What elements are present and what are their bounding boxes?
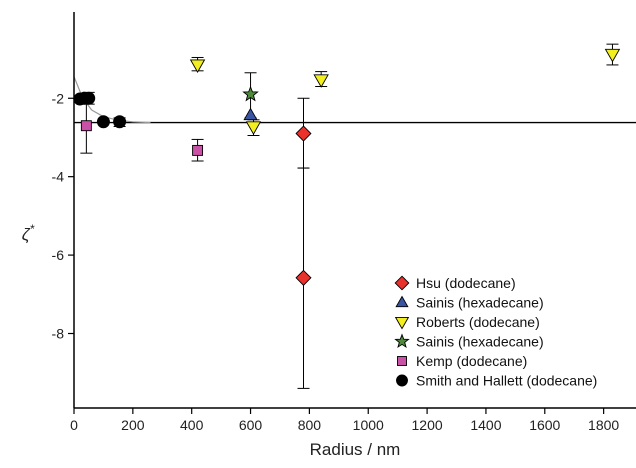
x-axis-title: Radius / nm	[310, 440, 401, 459]
y-axis-title-superscript: *	[30, 222, 35, 236]
data-point	[245, 121, 262, 136]
x-tick-label: 1600	[529, 417, 560, 433]
legend: Hsu (dodecane) Sainis (hexadecane) Roberts…	[394, 275, 597, 389]
legend-marker	[395, 295, 409, 308]
legend-marker	[396, 374, 408, 387]
x-tick-label: 1000	[353, 417, 384, 433]
x-tick-label: 600	[239, 417, 263, 433]
y-tick-label: -4	[52, 169, 65, 185]
data-point	[192, 144, 204, 156]
legend-label: Kemp (dodecane)	[416, 353, 527, 369]
data-point	[242, 85, 259, 102]
legend-label: Smith and Hallett (dodecane)	[416, 373, 597, 389]
x-tick-label: 1400	[470, 417, 501, 433]
data-point	[96, 115, 110, 129]
y-tick-label: -2	[52, 90, 65, 106]
y-axis-title: ζ*	[22, 222, 35, 244]
data-point	[295, 269, 312, 286]
x-tick-label: 0	[70, 417, 78, 433]
x-tick-label: 400	[180, 417, 204, 433]
x-tick-label: 1200	[412, 417, 443, 433]
axes: 0 200 400 600 800 1000 1200 1400 1600 1800 -2 -4 -6 -…	[52, 12, 636, 433]
data-point	[243, 107, 258, 121]
y-axis-title-symbol: ζ	[22, 225, 31, 244]
plot-area	[73, 43, 636, 389]
x-tick-label: 800	[298, 417, 322, 433]
data-point	[82, 91, 96, 105]
legend-label: Hsu (dodecane)	[416, 275, 516, 291]
x-tick-label: 200	[121, 417, 145, 433]
legend-label: Sainis (hexadecane)	[416, 295, 544, 311]
legend-marker	[394, 333, 410, 349]
x-tick-label: 1800	[588, 417, 619, 433]
legend-label: Sainis (hexadecane)	[416, 334, 544, 350]
data-point	[313, 74, 329, 88]
legend-marker	[394, 275, 410, 291]
y-tick-label: -6	[52, 247, 65, 263]
legend-marker	[397, 356, 407, 366]
legend-label: Roberts (dodecane)	[416, 314, 540, 330]
y-tick-label: -8	[52, 326, 65, 342]
data-point	[80, 120, 92, 132]
data-point	[604, 48, 621, 63]
legend-marker	[394, 316, 410, 330]
data-point	[189, 59, 206, 74]
data-point	[295, 125, 312, 142]
data-point	[113, 115, 127, 129]
